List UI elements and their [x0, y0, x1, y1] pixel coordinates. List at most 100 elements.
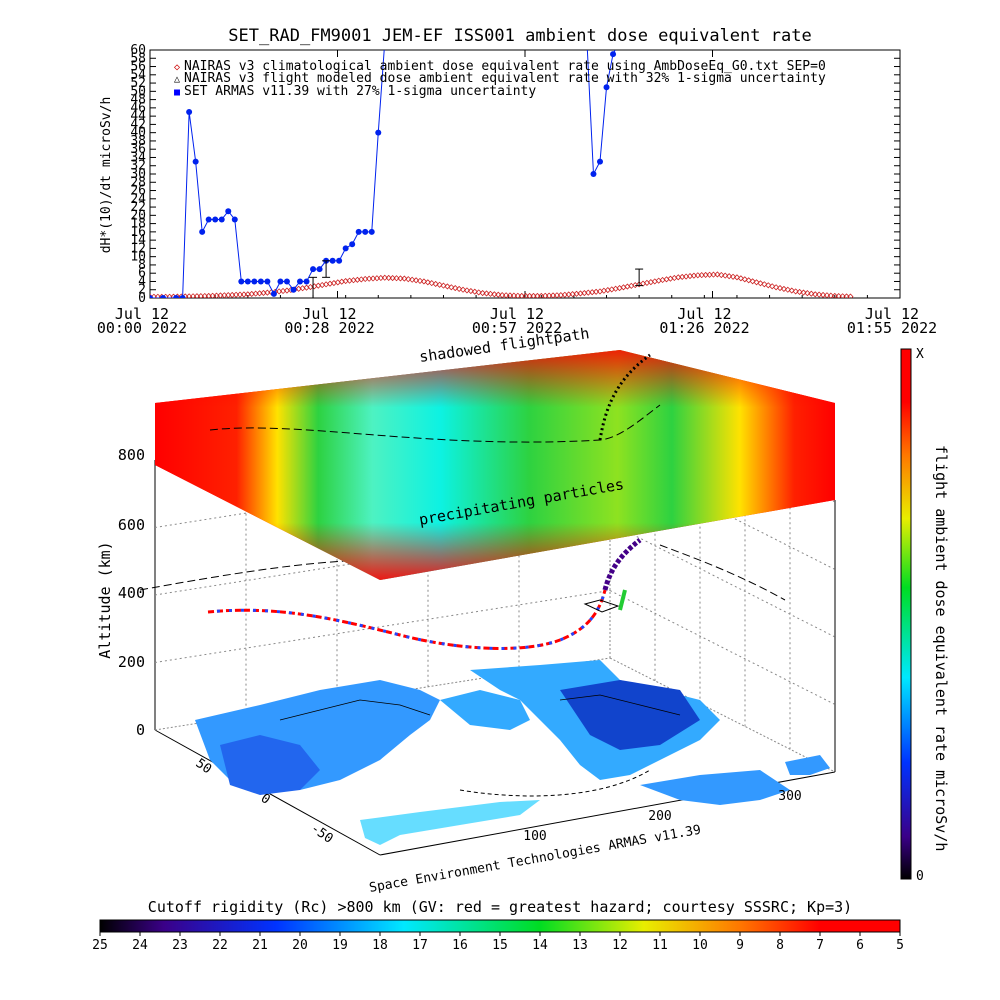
naira-point — [792, 288, 799, 295]
armas-point — [150, 295, 153, 298]
armas-series — [150, 50, 617, 298]
naira-point — [714, 271, 721, 278]
y-tick-label: 36 — [130, 142, 146, 157]
colorbar-tick-label: 15 — [492, 938, 508, 953]
colorbar-tick-label: 17 — [412, 938, 428, 953]
naira-point — [503, 292, 510, 298]
naira-point — [401, 275, 408, 282]
armas-point — [329, 257, 336, 264]
colorbar-tick-label: 20 — [292, 938, 308, 953]
flight-path-rising — [602, 538, 642, 591]
naira-point — [745, 277, 752, 284]
armas-point — [297, 278, 303, 285]
naira-point — [761, 281, 768, 288]
y-tick-label: 40 — [130, 126, 146, 141]
3d-gridline — [154, 590, 611, 663]
y-axis-label: dH*(10)/dt microSv/h — [99, 97, 114, 254]
naira-point — [514, 292, 521, 298]
x-tick-label: Jul 12 — [490, 305, 544, 323]
y-tick-label: -50 — [308, 821, 336, 847]
flight-path-segment — [618, 589, 627, 611]
colorbar-tick-label: 16 — [452, 938, 468, 953]
naira-point — [819, 291, 827, 298]
y-tick-label: 44 — [130, 109, 146, 124]
naira-point — [733, 274, 741, 281]
colorbar-tick-label: 12 — [612, 938, 628, 953]
armas-point — [199, 228, 206, 235]
floor-axis-ticks: 100 200 300 50 0 -50 — [193, 756, 802, 847]
x-tick-label: 200 — [648, 809, 671, 824]
armas-point — [231, 216, 238, 223]
z-tick-label: 600 — [118, 516, 145, 534]
armas-point — [316, 266, 323, 273]
armas-point — [362, 228, 369, 235]
naira-point — [428, 280, 435, 287]
x-tick-label: Jul 12 — [677, 305, 731, 323]
naira-point — [784, 286, 791, 293]
continent-antarctica — [360, 800, 540, 845]
colorbar-tick-label: 11 — [652, 938, 668, 953]
legend: ◇ NAIRAS v3 climatological ambient dose … — [174, 59, 826, 99]
armas-point — [310, 266, 317, 273]
flight-path-shadow-left — [139, 559, 381, 591]
naira-point — [776, 285, 784, 292]
naira-point — [420, 278, 427, 285]
naira-point — [722, 272, 729, 279]
colorbar-tick-label: 25 — [92, 938, 108, 953]
z-tick-label: 800 — [118, 446, 145, 464]
armas-point — [251, 278, 258, 285]
x-tick-label: 00:57 2022 — [472, 319, 562, 337]
x-tick-label: 00:28 2022 — [284, 319, 374, 337]
naira-point — [495, 291, 502, 298]
y-tick-label: 52 — [130, 76, 146, 91]
colorbar-tick-label: 24 — [132, 938, 148, 953]
naira-point — [718, 271, 725, 279]
naira-point — [765, 282, 772, 289]
colorbar-tick-label: 13 — [572, 938, 588, 953]
legend-text: NAIRAS v3 climatological ambient dose eq… — [184, 59, 826, 74]
y-tick-label: 10 — [130, 250, 146, 265]
naira-point — [526, 292, 533, 298]
naira-point — [424, 279, 431, 286]
y-tick-label: 32 — [130, 159, 146, 174]
y-tick-label: 24 — [130, 192, 146, 207]
armas-point — [355, 228, 362, 235]
3d-gridline — [609, 522, 836, 638]
legend-text: NAIRAS v3 flight modeled dose ambient eq… — [184, 71, 826, 86]
z-tick-label: 400 — [118, 584, 145, 602]
armas-point — [597, 158, 603, 165]
error-bars — [309, 260, 644, 298]
colorbar-ticks: 25 24 23 22 21 20 19 18 17 16 15 14 13 12 11 10 9 8 7 6 5 — [92, 932, 904, 953]
flight-path — [207, 589, 607, 650]
naira-point — [389, 275, 396, 282]
naira-point — [737, 275, 744, 282]
z-tick-label: 200 — [118, 653, 145, 671]
armas-point — [610, 51, 617, 58]
y-tick-label: 20 — [130, 208, 146, 223]
cutoff-rigidity-colorbar: Cutoff rigidity (Rc) >800 km (GV: red = … — [92, 898, 904, 953]
naira-point — [405, 276, 412, 283]
armas-point — [225, 208, 232, 215]
z-tick-label: 0 — [136, 721, 145, 739]
y-tick-label: 0 — [138, 291, 146, 306]
ground-track-shadow — [459, 769, 651, 797]
z-axis-label: Altitude (km) — [96, 541, 114, 658]
armas-point — [212, 216, 219, 223]
colorbar-top-label: X — [916, 347, 924, 362]
armas-point — [590, 171, 597, 177]
spacecraft-marker — [583, 599, 620, 613]
naira-point — [487, 290, 494, 297]
naira-point — [812, 291, 819, 298]
slab-edge-fade — [155, 350, 835, 580]
naira-point — [154, 293, 161, 298]
naira-point — [769, 283, 776, 290]
colorbar-gradient — [900, 348, 912, 880]
legend-symbol-square: ■ — [174, 87, 180, 98]
legend-item-naira-climatological: ◇ NAIRAS v3 climatological ambient dose … — [174, 59, 826, 74]
shadowed-flightpath-rising — [598, 353, 651, 441]
naira-point — [413, 277, 420, 284]
naira-point — [459, 286, 467, 293]
y-tick-label: 58 — [130, 51, 146, 66]
naira-point — [823, 292, 831, 298]
colorbar-tick-label: 18 — [372, 938, 388, 953]
